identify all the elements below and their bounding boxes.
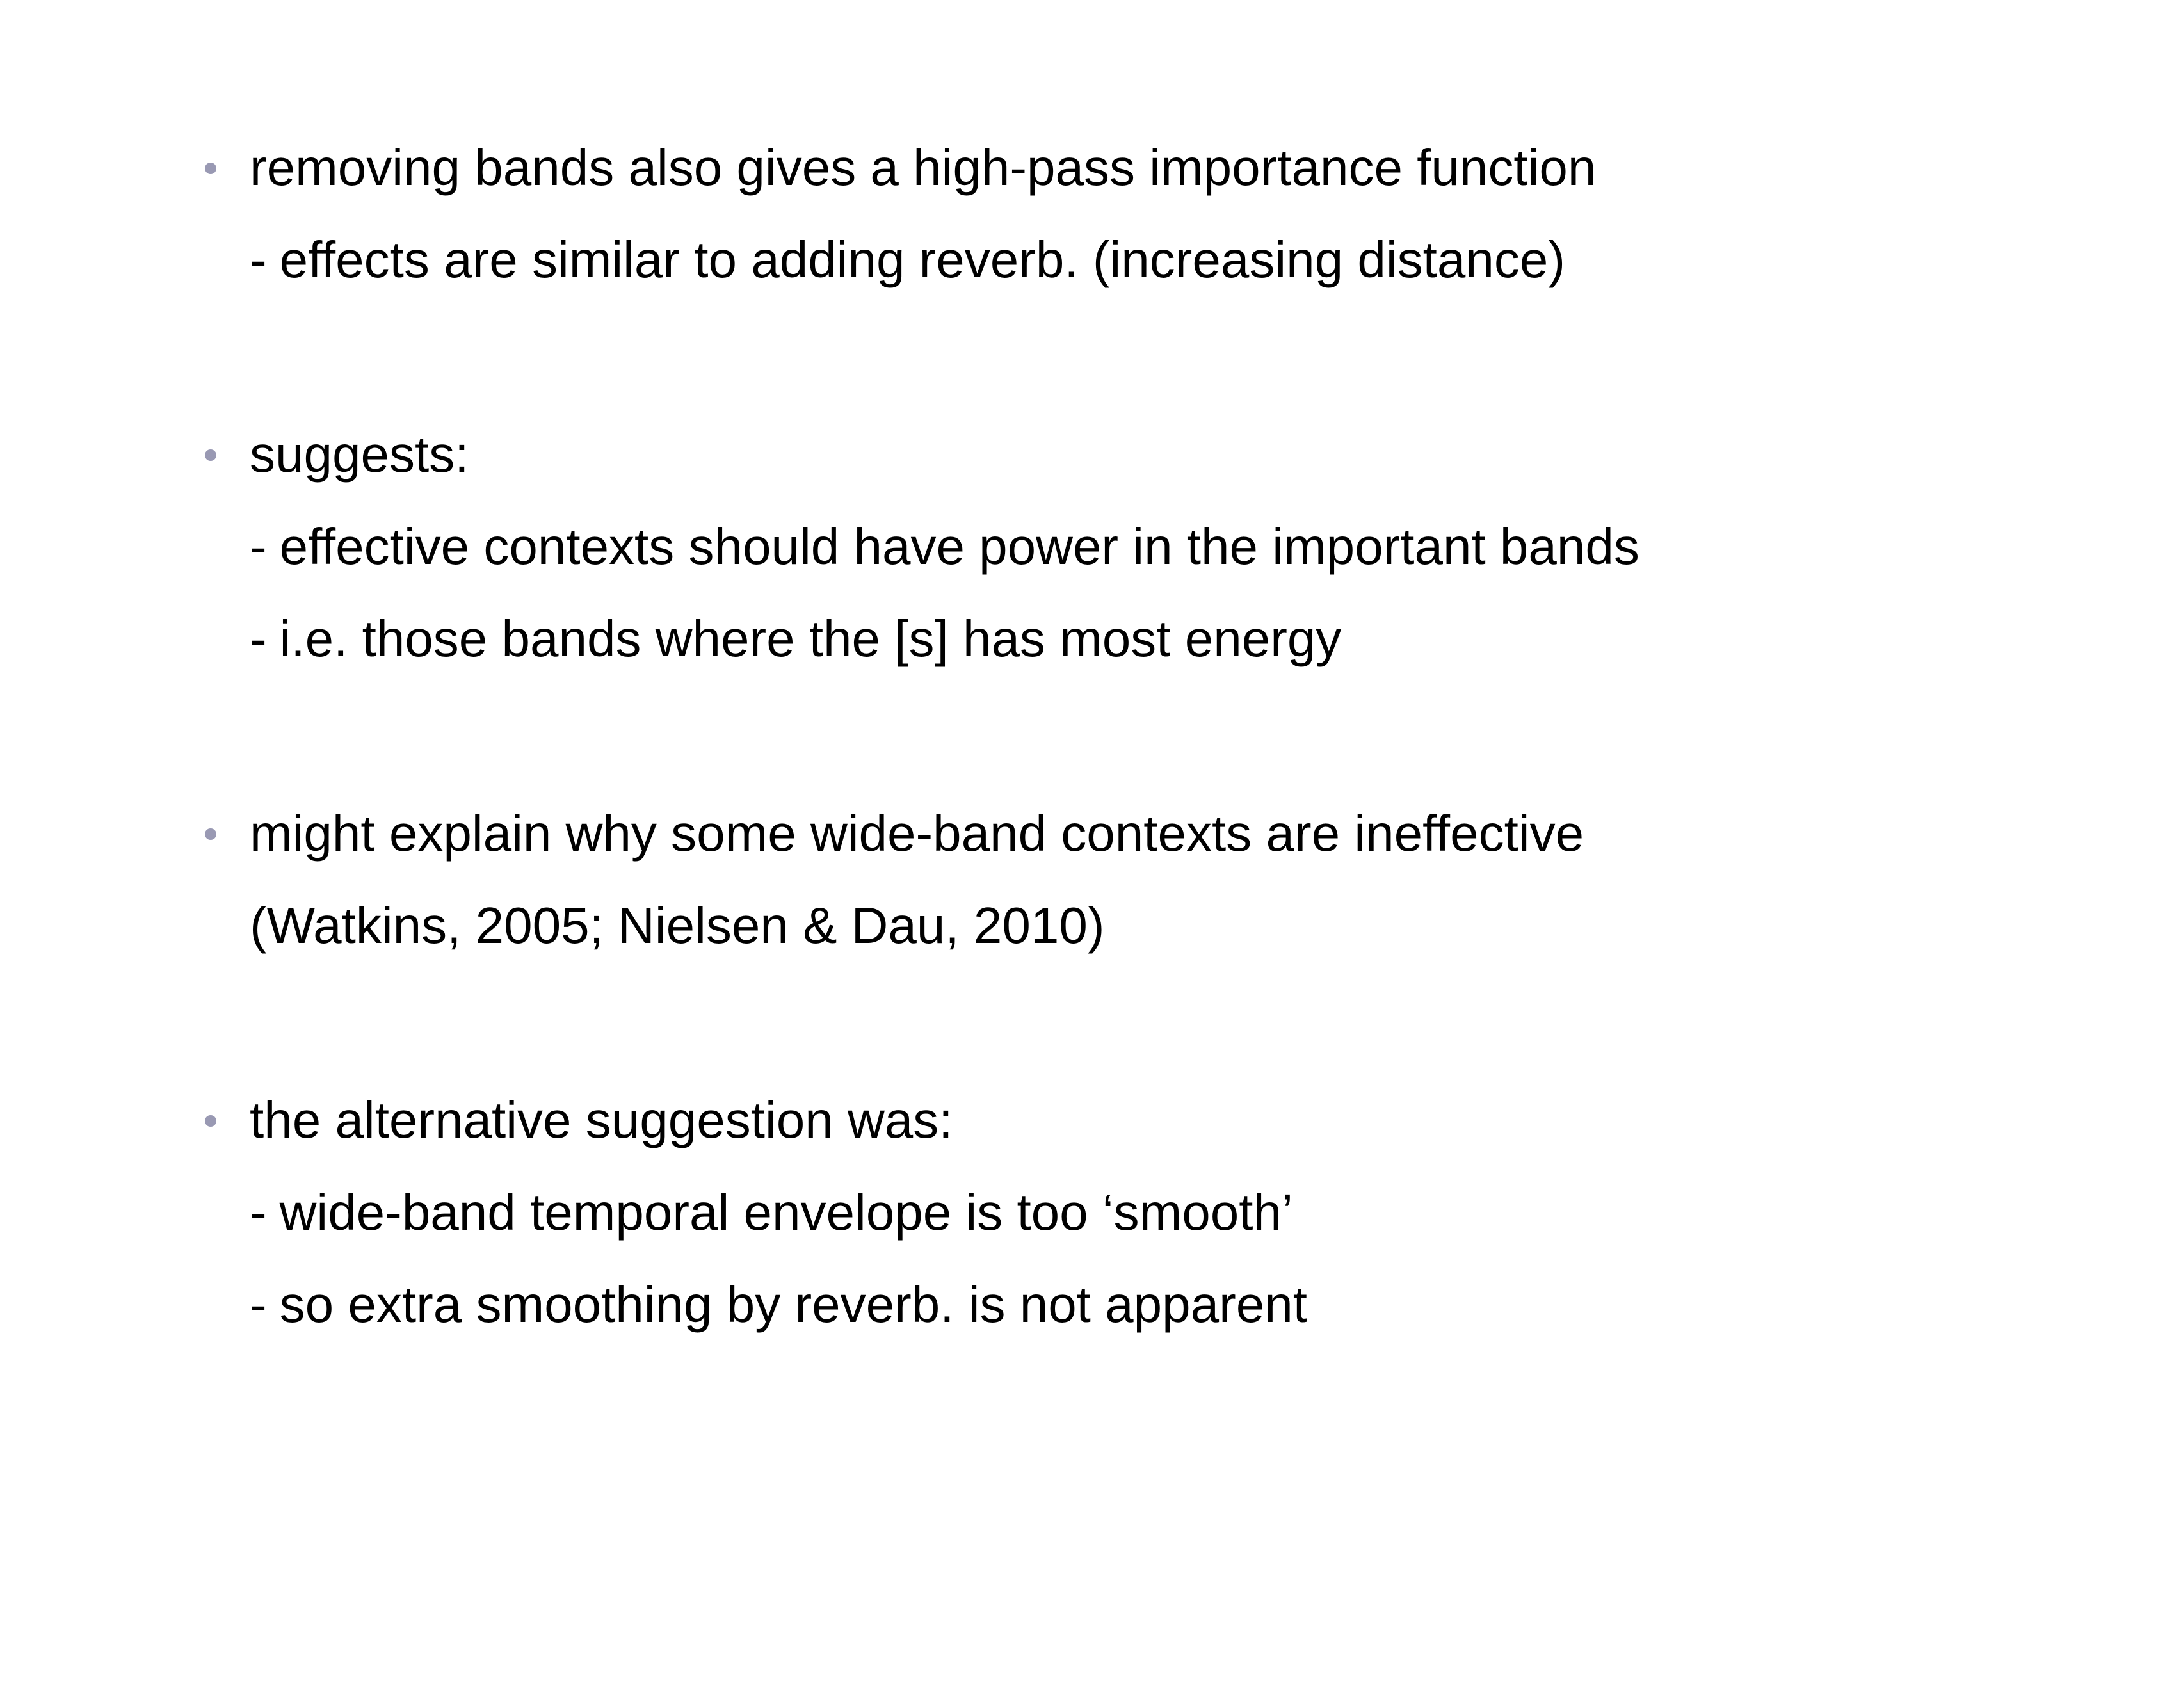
slide: removing bands also gives a high-pass im…: [0, 0, 2158, 1708]
bullet-line: might explain why some wide-band context…: [205, 800, 2043, 867]
bullet-text: suggests:: [250, 421, 469, 488]
bullet-block: the alternative suggestion was: - wide-b…: [205, 1087, 2043, 1338]
sub-text: wide-band temporal envelope is too ‘smoo…: [280, 1179, 1293, 1246]
dash-icon: -: [250, 1271, 267, 1338]
bullet-dot-icon: [205, 1115, 216, 1127]
dash-icon: -: [250, 606, 267, 672]
sub-text: so extra smoothing by reverb. is not app…: [280, 1271, 1307, 1338]
sub-line: - i.e. those bands where the [s] has mos…: [205, 606, 2043, 672]
bullet-block: suggests: - effective contexts should ha…: [205, 421, 2043, 672]
bullet-text: removing bands also gives a high-pass im…: [250, 134, 1596, 201]
sub-line: - effects are similar to adding reverb. …: [205, 227, 2043, 293]
sub-line: - so extra smoothing by reverb. is not a…: [205, 1271, 2043, 1338]
sub-text: effective contexts should have power in …: [280, 513, 1639, 580]
sub-line: - wide-band temporal envelope is too ‘sm…: [205, 1179, 2043, 1246]
bullet-line: removing bands also gives a high-pass im…: [205, 134, 2043, 201]
sub-line: - effective contexts should have power i…: [205, 513, 2043, 580]
bullet-line: suggests:: [205, 421, 2043, 488]
dash-icon: -: [250, 513, 267, 580]
dash-icon: -: [250, 1179, 267, 1246]
bullet-text: the alternative suggestion was:: [250, 1087, 953, 1154]
dash-icon: -: [250, 227, 267, 293]
bullet-dot-icon: [205, 163, 216, 174]
sub-text: i.e. those bands where the [s] has most …: [280, 606, 1342, 672]
sub-text: effects are similar to adding reverb. (i…: [280, 227, 1565, 293]
bullet-block: removing bands also gives a high-pass im…: [205, 134, 2043, 293]
bullet-dot-icon: [205, 828, 216, 840]
bullet-text: might explain why some wide-band context…: [250, 800, 1584, 867]
bullet-continuation: (Watkins, 2005; Nielsen & Dau, 2010): [205, 892, 2043, 959]
bullet-dot-icon: [205, 449, 216, 461]
bullet-line: the alternative suggestion was:: [205, 1087, 2043, 1154]
bullet-block: might explain why some wide-band context…: [205, 800, 2043, 959]
